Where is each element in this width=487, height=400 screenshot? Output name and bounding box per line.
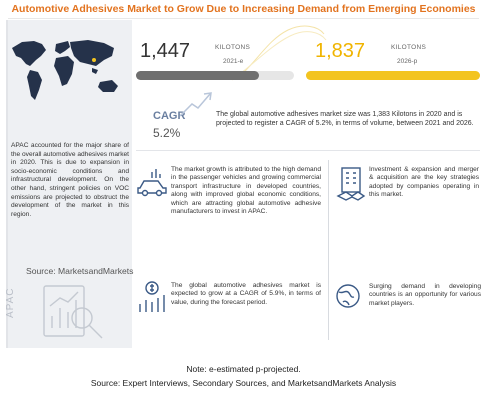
world-map-icon	[12, 40, 118, 100]
current-unit: KILOTONS	[215, 44, 251, 51]
cagr-label: CAGR	[153, 110, 186, 122]
car-chart-icon	[137, 169, 167, 197]
decorative-swirl	[231, 25, 327, 81]
projected-volume: 1,837	[315, 40, 366, 62]
projected-year: 2026-p	[397, 58, 418, 65]
analysis-chart-icon	[43, 285, 103, 339]
apac-description: APAC accounted for the major share of th…	[11, 142, 130, 218]
footer-source: Source: Expert Interviews, Secondary Sou…	[90, 378, 397, 388]
cagr-value: 5.2%	[153, 126, 181, 140]
footer-note: Note: e-estimated p-projected.	[186, 364, 301, 374]
globe-icon	[336, 284, 360, 308]
growth-money-icon	[139, 281, 165, 312]
card-opportunity: Surging demand in developing countries i…	[369, 283, 481, 307]
market-summary: The global automotive adhesives market s…	[216, 111, 474, 127]
current-year: 2021-e	[223, 58, 244, 65]
trend-arrow-icon	[179, 92, 212, 117]
apac-watermark: APAC	[5, 287, 16, 319]
left-source: Source: MarketsandMarkets	[26, 266, 134, 276]
handshake-building-icon	[336, 167, 366, 201]
card-market-growth: The market growth is attributed to the h…	[171, 166, 321, 216]
card-strategies: Investment & expansion and merger & acqu…	[369, 166, 479, 199]
current-volume: 1,447	[140, 40, 191, 62]
projected-unit: KILOTONS	[391, 44, 427, 51]
projected-volume-bar	[306, 71, 480, 80]
card-value-cagr: The global automotive adhesives market i…	[171, 282, 321, 306]
title-divider	[8, 18, 479, 19]
section-divider	[136, 150, 480, 151]
column-divider	[328, 160, 329, 340]
page-title: Automotive Adhesives Market to Grow Due …	[11, 3, 476, 15]
current-volume-bar	[136, 71, 259, 80]
